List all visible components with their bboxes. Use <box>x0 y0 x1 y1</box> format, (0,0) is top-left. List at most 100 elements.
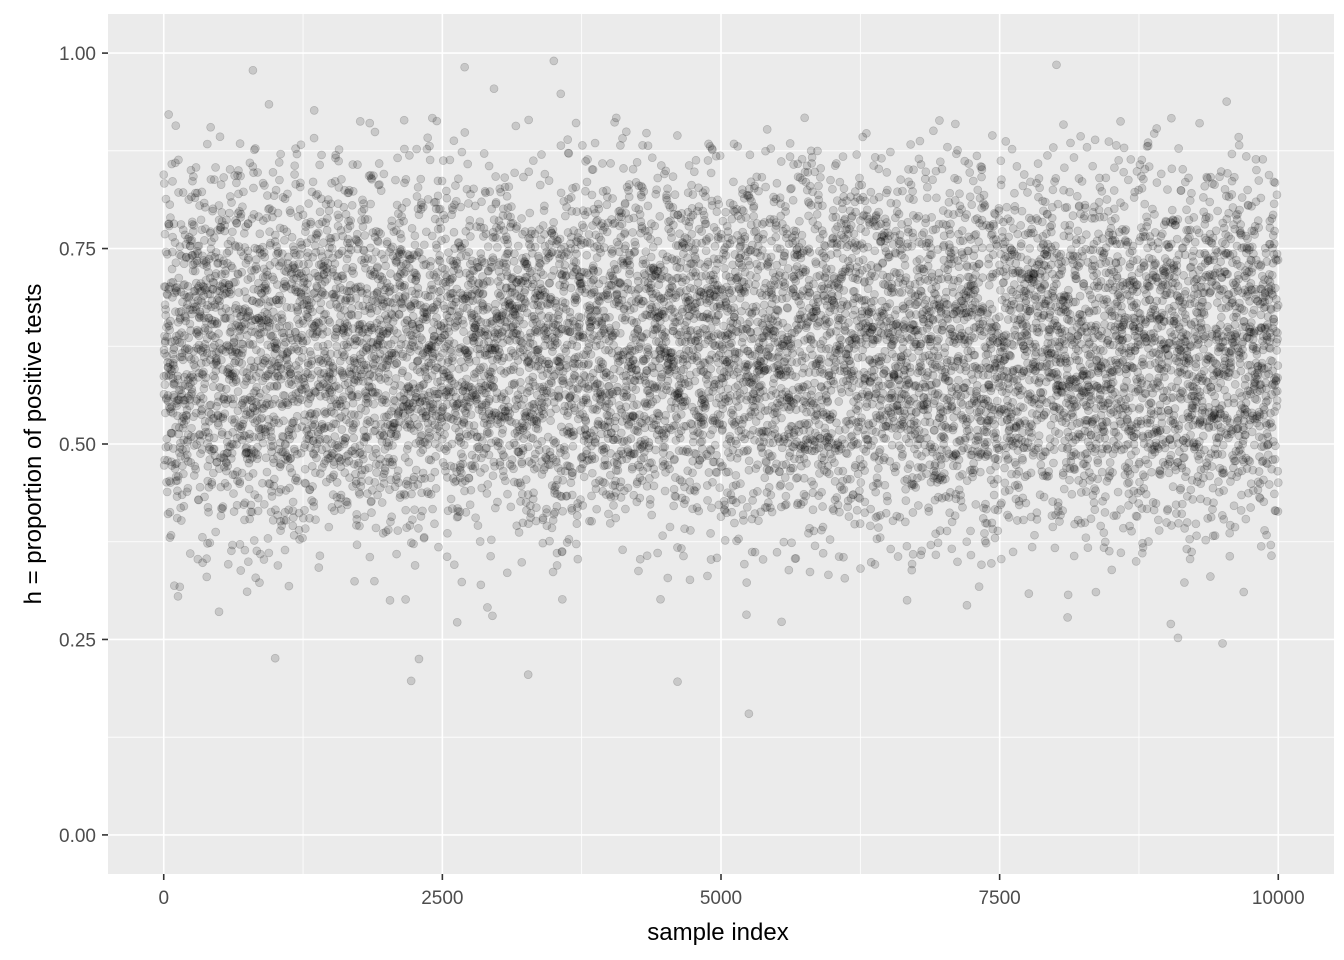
data-point <box>183 300 192 309</box>
data-point <box>681 495 690 505</box>
data-point <box>564 534 574 544</box>
data-point <box>178 469 188 479</box>
data-point <box>219 173 229 182</box>
data-point <box>178 188 188 197</box>
data-point <box>708 477 717 487</box>
data-point <box>380 466 390 476</box>
data-point <box>166 213 175 222</box>
data-point <box>514 528 524 537</box>
data-point <box>578 501 588 510</box>
data-point <box>209 233 219 243</box>
data-point <box>164 321 174 331</box>
data-point <box>251 144 260 153</box>
data-point <box>449 136 459 146</box>
data-point <box>185 549 195 558</box>
data-point <box>180 311 190 321</box>
data-point <box>189 172 198 181</box>
data-point <box>164 110 173 119</box>
data-point <box>167 461 177 470</box>
data-point <box>685 477 695 487</box>
data-point <box>223 482 232 491</box>
data-point <box>288 497 298 507</box>
data-point <box>419 240 429 250</box>
data-point <box>425 141 434 151</box>
data-point <box>431 452 440 461</box>
data-point <box>169 390 179 400</box>
data-point <box>163 290 172 300</box>
data-point <box>368 255 377 264</box>
data-point <box>196 215 206 225</box>
data-point <box>349 269 358 278</box>
data-point <box>706 168 716 178</box>
data-point <box>334 156 343 166</box>
data-point <box>311 515 320 525</box>
data-point <box>185 241 195 251</box>
data-point <box>478 289 488 298</box>
data-point <box>170 464 180 474</box>
data-point <box>170 459 180 469</box>
data-point <box>661 337 671 346</box>
data-point <box>587 491 596 501</box>
data-point <box>182 369 192 379</box>
data-point <box>191 163 201 172</box>
data-point <box>504 182 514 192</box>
data-point <box>195 482 205 492</box>
data-point <box>513 241 523 251</box>
data-point <box>558 475 568 485</box>
data-point <box>189 412 198 421</box>
data-point <box>441 422 451 432</box>
data-point <box>491 197 501 207</box>
data-point <box>212 318 222 328</box>
data-point <box>460 239 470 248</box>
data-point <box>503 489 512 499</box>
data-point <box>191 363 200 372</box>
data-point <box>309 133 319 143</box>
data-point <box>166 364 175 374</box>
data-point <box>323 214 332 223</box>
data-point <box>676 410 686 419</box>
data-point <box>621 402 631 412</box>
data-point <box>181 313 190 322</box>
data-point <box>162 249 172 259</box>
data-point <box>582 250 592 260</box>
data-point <box>177 338 187 348</box>
data-point <box>359 454 368 464</box>
data-point <box>174 188 183 197</box>
data-point <box>165 316 175 326</box>
data-point <box>160 300 170 310</box>
data-point <box>188 266 198 276</box>
data-point <box>401 505 411 515</box>
data-point <box>187 250 197 260</box>
data-point <box>393 526 403 535</box>
data-point <box>224 246 234 256</box>
data-point <box>175 443 185 452</box>
data-point <box>359 204 369 214</box>
data-point <box>180 345 190 355</box>
data-point <box>159 179 169 188</box>
data-point <box>660 313 670 322</box>
data-point <box>502 568 512 578</box>
data-point <box>308 482 317 491</box>
data-point <box>217 355 226 365</box>
data-point <box>410 240 420 250</box>
data-point <box>159 389 169 399</box>
data-point <box>229 489 238 498</box>
data-point <box>528 156 538 166</box>
data-point <box>571 118 581 128</box>
data-point <box>182 487 192 497</box>
data-point <box>269 474 279 484</box>
data-point <box>160 349 169 358</box>
data-point <box>315 207 325 217</box>
data-point <box>290 170 299 179</box>
data-point <box>168 374 178 383</box>
data-point <box>566 283 576 293</box>
data-point <box>653 236 663 246</box>
data-point <box>161 408 170 418</box>
data-point <box>399 216 408 226</box>
data-point <box>405 151 414 160</box>
data-point <box>524 115 534 125</box>
data-point <box>379 169 389 179</box>
data-point <box>513 265 522 274</box>
data-point <box>418 202 428 212</box>
data-point <box>225 208 234 218</box>
